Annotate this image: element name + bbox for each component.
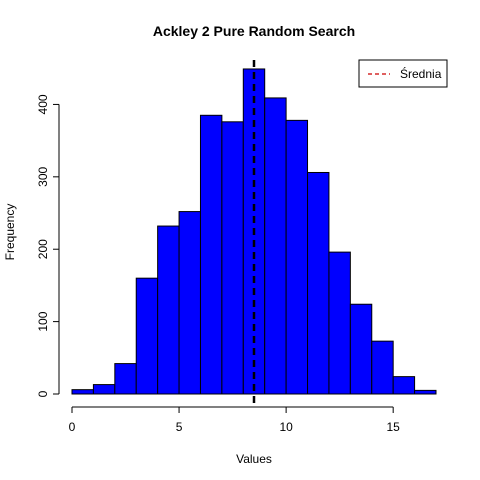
histogram-bar-14	[371, 340, 394, 395]
x-axis: 0 5 10 15	[69, 406, 400, 434]
y-tick-label-4: 400	[36, 94, 50, 114]
y-tick-label-0: 0	[36, 390, 50, 397]
histogram-bar-15	[392, 376, 416, 395]
histogram-bar-9	[264, 97, 287, 395]
histogram-bar-6	[199, 114, 223, 395]
histogram-bar-3	[135, 277, 159, 395]
histogram-bar-13	[349, 303, 373, 395]
y-axis-label: Frequency	[3, 204, 17, 261]
histogram-bar-12	[328, 251, 351, 395]
x-tick-label-1: 5	[176, 420, 183, 434]
x-tick-label-3: 15	[386, 420, 400, 434]
histogram-bar-11	[307, 171, 330, 395]
legend: Średnia	[358, 59, 448, 88]
x-tick-label-2: 10	[279, 420, 293, 434]
legend-box	[358, 59, 448, 88]
histogram-bar-4	[157, 225, 180, 395]
x-axis-label: Values	[236, 452, 272, 466]
y-axis: 0 100 200 300 400	[36, 94, 60, 397]
histogram-bar-5	[178, 211, 201, 395]
histogram-bar-16	[414, 389, 437, 395]
y-tick-label-1: 100	[36, 311, 50, 331]
x-tick-label-0: 0	[69, 420, 76, 434]
legend-mean-label: Średnia	[400, 66, 442, 81]
histogram-bar-1	[92, 384, 116, 395]
histogram-bar-2	[114, 363, 137, 395]
y-tick-label-2: 200	[36, 239, 50, 259]
histogram-bar-7	[221, 121, 244, 395]
histogram-bar-10	[285, 119, 309, 395]
histogram-bar-0	[71, 389, 94, 395]
bars-group	[71, 68, 437, 395]
chart-title: Ackley 2 Pure Random Search	[153, 23, 355, 39]
y-tick-label-3: 300	[36, 166, 50, 186]
